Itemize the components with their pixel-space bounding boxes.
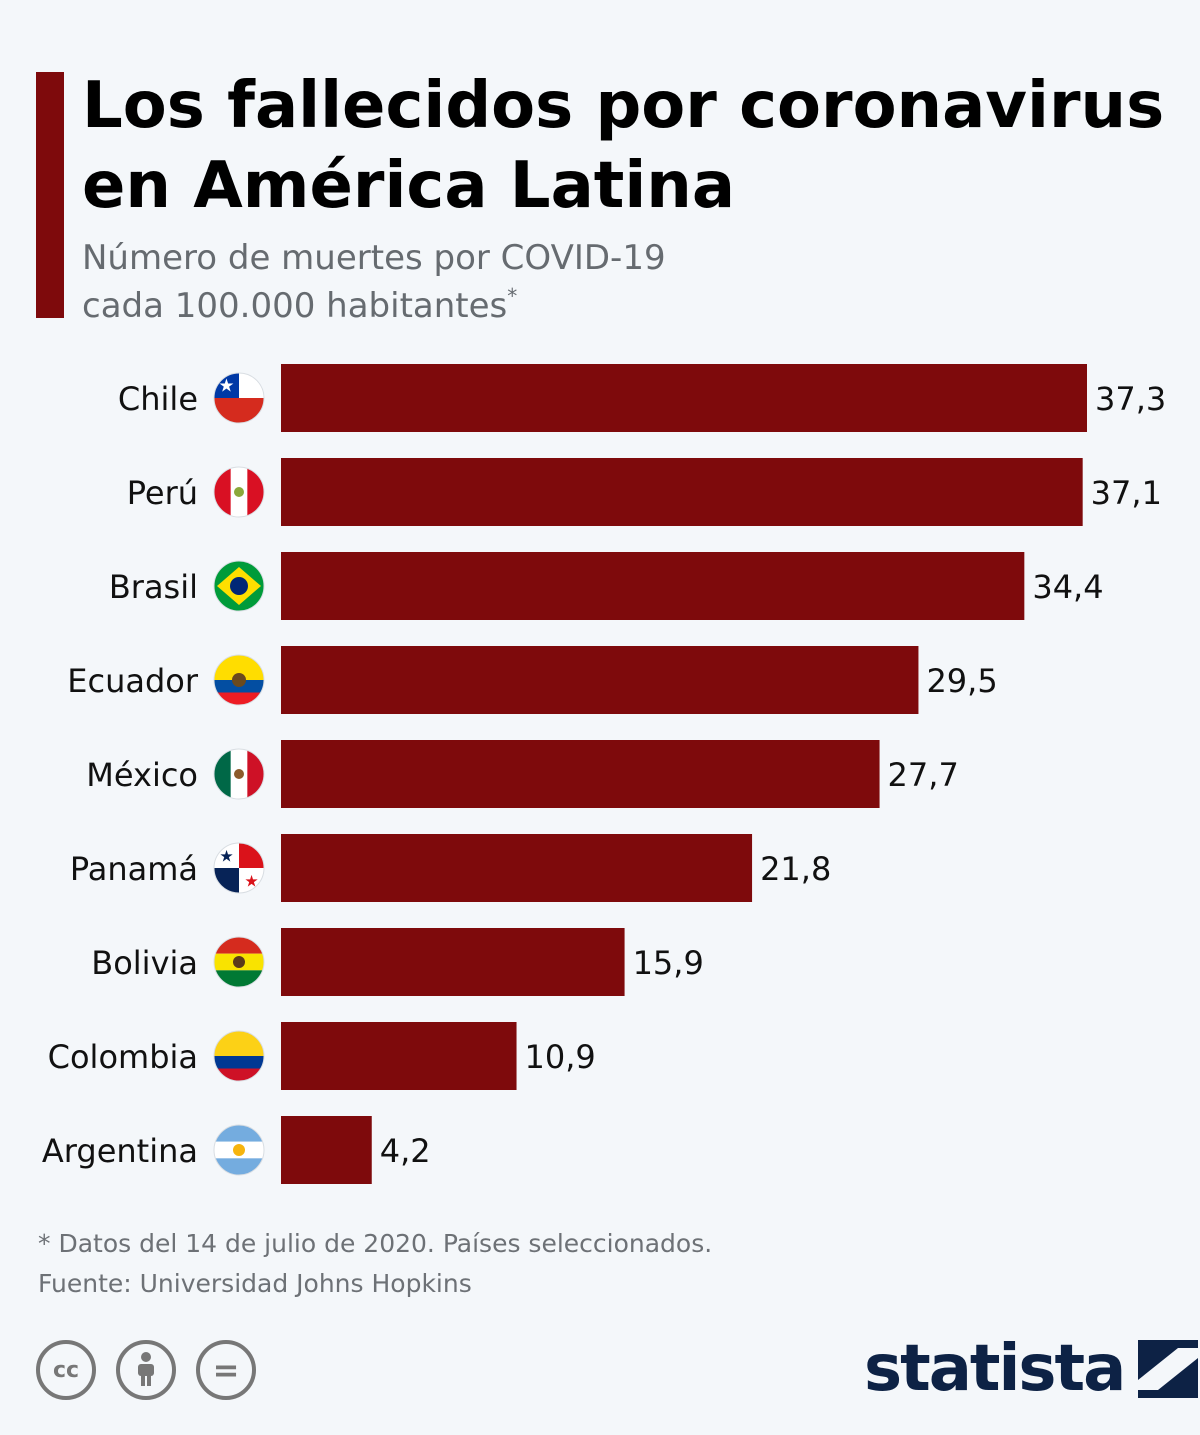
bar	[281, 834, 753, 902]
svg-text:★: ★	[244, 872, 258, 891]
bar	[281, 552, 1025, 620]
category-label: Brasil	[109, 568, 198, 606]
chart-title: Los fallecidos por coronavirus en Améric…	[82, 66, 1182, 226]
peru-flag-icon	[213, 466, 265, 518]
category-label: Argentina	[42, 1132, 198, 1170]
category-label: Colombia	[48, 1038, 198, 1076]
bolivia-flag-icon	[213, 936, 265, 988]
subtitle-line-2: cada 100.000 habitantes	[82, 286, 508, 326]
argentina-flag-icon	[213, 1124, 265, 1176]
value-label: 4,2	[380, 1132, 431, 1170]
bar-row: Panamá ★★ 21,8	[70, 834, 831, 902]
cc-icon[interactable]: cc	[36, 1340, 96, 1400]
chile-flag-icon: ★	[213, 372, 265, 424]
category-label: México	[86, 756, 198, 794]
bar-row: Colombia 10,9	[48, 1022, 596, 1090]
value-label: 15,9	[633, 944, 704, 982]
license-icons: cc =	[36, 1340, 276, 1400]
bar	[281, 928, 625, 996]
footnote-source: Fuente: Universidad Johns Hopkins	[38, 1269, 472, 1298]
bar-chart: Chile ★ 37,3 Perú 37,1 Brasil 34,4 Ecuador 29,5 M…	[42, 364, 1166, 1184]
bar	[281, 740, 880, 808]
value-label: 21,8	[760, 850, 831, 888]
bar-row: Brasil 34,4	[109, 552, 1104, 620]
bar-row: Chile ★ 37,3	[118, 364, 1166, 432]
value-label: 29,5	[926, 662, 997, 700]
svg-text:★: ★	[219, 847, 233, 866]
subtitle-line-1: Número de muertes por COVID-19	[82, 238, 666, 278]
bar-row: Ecuador 29,5	[67, 646, 998, 714]
category-label: Bolivia	[91, 944, 198, 982]
category-label: Perú	[127, 474, 198, 512]
chart-subtitle: Número de muertes por COVID-19 cada 100.…	[82, 234, 982, 330]
no-derivatives-icon[interactable]: =	[196, 1340, 256, 1400]
bar-row: México 27,7	[86, 740, 959, 808]
bar-row: Argentina 4,2	[42, 1116, 431, 1184]
value-label: 37,1	[1091, 474, 1162, 512]
footnote: * Datos del 14 de julio de 2020. Países …	[38, 1224, 712, 1304]
bar	[281, 1116, 372, 1184]
panama-flag-icon: ★★	[213, 842, 265, 894]
title-line-1: Los fallecidos por coronavirus	[82, 69, 1165, 143]
value-label: 10,9	[525, 1038, 596, 1076]
category-label: Chile	[118, 380, 198, 418]
value-label: 37,3	[1095, 380, 1166, 418]
category-label: Panamá	[70, 850, 198, 888]
logo-wordmark: statista	[864, 1332, 1126, 1406]
bar	[281, 1022, 517, 1090]
subtitle-footnote-mark: *	[507, 284, 518, 308]
ecuador-flag-icon	[213, 654, 265, 706]
title-line-2: en América Latina	[82, 149, 736, 223]
statista-logo[interactable]: statista	[864, 1332, 1199, 1406]
bar	[281, 458, 1083, 526]
bar	[281, 364, 1087, 432]
footnote-note: * Datos del 14 de julio de 2020. Países …	[38, 1229, 713, 1258]
value-label: 27,7	[888, 756, 959, 794]
svg-text:★: ★	[218, 376, 234, 397]
brazil-flag-icon	[213, 560, 265, 612]
bar	[281, 646, 919, 714]
value-label: 34,4	[1032, 568, 1103, 606]
attribution-icon[interactable]	[116, 1340, 176, 1400]
bar-row: Bolivia 15,9	[91, 928, 704, 996]
title-accent-bar	[36, 72, 64, 318]
category-label: Ecuador	[67, 662, 199, 700]
statista-logo-icon	[1138, 1340, 1199, 1398]
colombia-flag-icon	[213, 1030, 265, 1082]
bar-row: Perú 37,1	[127, 458, 1162, 526]
mexico-flag-icon	[213, 748, 265, 800]
